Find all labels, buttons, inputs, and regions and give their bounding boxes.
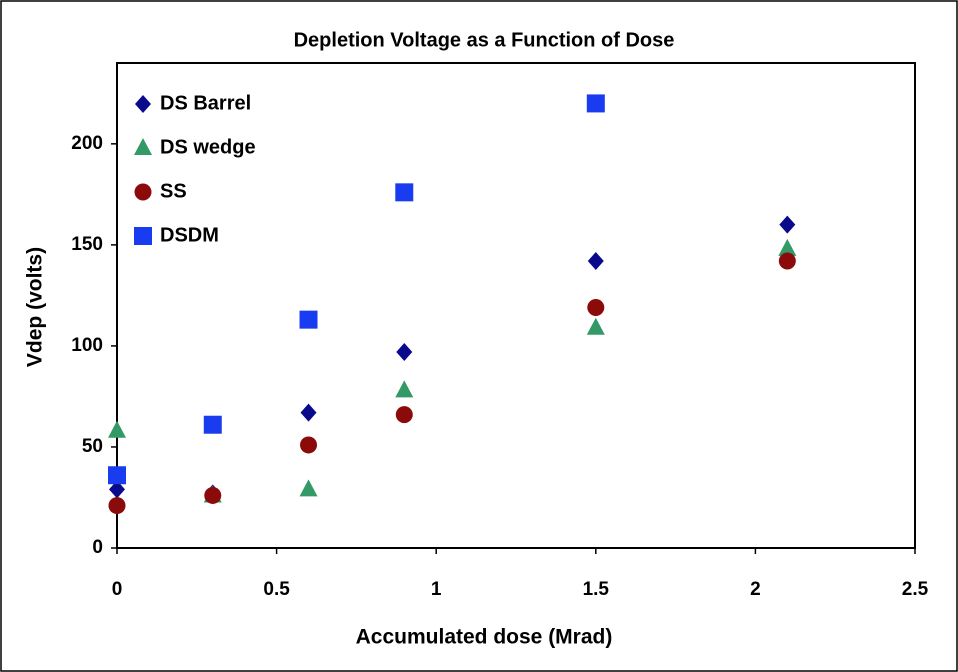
plot-area: [116, 62, 916, 549]
point: [395, 406, 413, 424]
x-axis-title: Accumulated dose (Mrad): [356, 626, 613, 649]
x-tick-label: 0: [112, 579, 123, 600]
point: [778, 238, 797, 256]
point: [779, 215, 796, 234]
point: [587, 252, 604, 271]
point: [108, 497, 126, 515]
legend-label: DSDM: [160, 224, 219, 246]
y-tick-label: 100: [71, 335, 103, 356]
point: [586, 317, 605, 335]
x-tick-label: 1: [431, 579, 442, 600]
point: [108, 420, 126, 438]
point: [108, 466, 126, 485]
point: [395, 183, 414, 202]
y-tick-label: 0: [92, 537, 103, 558]
point: [586, 94, 605, 113]
legend-marker: [134, 227, 152, 245]
chart-title: Depletion Voltage as a Function of Dose: [294, 29, 675, 51]
point: [299, 310, 318, 329]
point: [778, 252, 796, 270]
y-axis-title: Vdep (volts): [24, 247, 47, 367]
point: [203, 415, 222, 434]
point: [109, 480, 125, 499]
x-tick-label: 0.5: [263, 579, 290, 600]
legend-marker: [134, 138, 152, 155]
point: [299, 479, 318, 497]
point: [204, 486, 222, 504]
y-tick-label: 200: [71, 133, 103, 154]
legend-label: SS: [160, 180, 187, 202]
point: [395, 380, 414, 398]
point: [587, 299, 605, 317]
point: [300, 403, 317, 422]
legend-label: DS Barrel: [160, 92, 251, 114]
point: [300, 436, 318, 454]
x-tick-label: 2.5: [902, 579, 929, 600]
point: [396, 342, 413, 361]
x-tick-label: 1.5: [583, 579, 610, 600]
x-tick-label: 2: [750, 579, 761, 600]
legend-marker: [135, 95, 151, 113]
y-tick-label: 50: [82, 436, 103, 457]
y-tick-label: 150: [71, 234, 103, 255]
legend-marker: [134, 183, 152, 201]
legend-label: DS wedge: [160, 136, 256, 158]
